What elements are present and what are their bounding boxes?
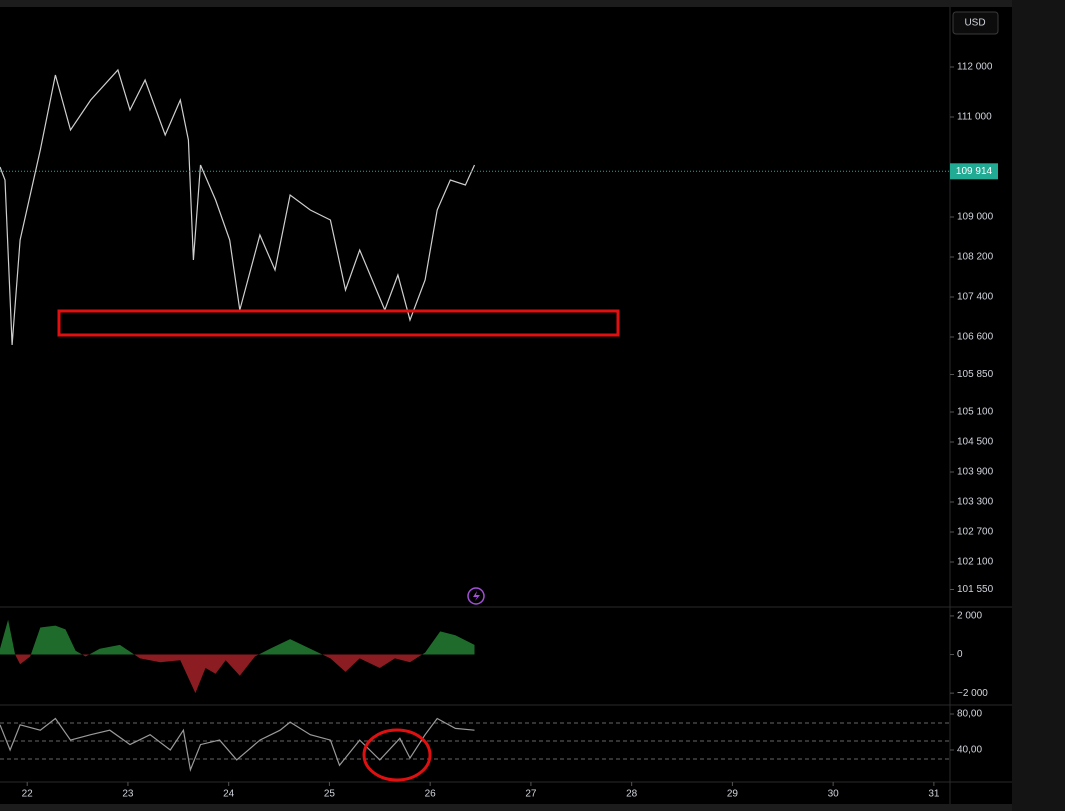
event-icon-bolt xyxy=(473,591,480,601)
x-tick-label: 24 xyxy=(223,789,235,800)
y-tick-label: 0 xyxy=(957,649,963,660)
y-tick-label: 103 300 xyxy=(957,497,994,508)
y-tick-label: 112 000 xyxy=(957,62,993,73)
y-tick-label: 109 000 xyxy=(957,212,994,223)
bottom-border xyxy=(0,804,1012,811)
currency-label: USD xyxy=(964,18,985,29)
x-tick-label: 25 xyxy=(324,789,336,800)
y-tick-label: 80,00 xyxy=(957,709,982,720)
y-tick-label: 111 000 xyxy=(957,112,992,123)
y-tick-label: 107 400 xyxy=(957,292,994,303)
x-tick-label: 31 xyxy=(928,789,940,800)
x-tick-label: 27 xyxy=(525,789,537,800)
zone-annotation xyxy=(57,309,620,337)
x-tick-label: 29 xyxy=(727,789,739,800)
circle-annotation xyxy=(362,728,432,782)
top-border xyxy=(0,0,1012,7)
y-tick-label: 104 500 xyxy=(957,437,994,448)
area-positive xyxy=(0,619,475,655)
y-tick-label: 40,00 xyxy=(957,745,982,756)
y-tick-label: 101 550 xyxy=(957,584,994,595)
x-tick-label: 28 xyxy=(626,789,638,800)
y-tick-label: 105 850 xyxy=(957,369,994,380)
price-line xyxy=(0,717,475,772)
last-price-label: 109 914 xyxy=(956,166,993,177)
x-tick-label: 23 xyxy=(122,789,134,800)
y-tick-label: 102 700 xyxy=(957,527,994,538)
y-tick-label: 2 000 xyxy=(957,611,982,622)
y-tick-label: 106 600 xyxy=(957,332,994,343)
last-price-box xyxy=(950,163,998,180)
y-tick-label: 108 200 xyxy=(957,252,994,263)
side-strip xyxy=(1012,0,1065,811)
x-tick-label: 22 xyxy=(22,789,34,800)
price-line xyxy=(0,68,476,346)
y-tick-label: −2 000 xyxy=(957,688,988,699)
event-icon[interactable] xyxy=(467,587,485,605)
x-tick-label: 26 xyxy=(425,789,437,800)
y-tick-label: 103 900 xyxy=(957,467,994,478)
y-tick-label: 105 100 xyxy=(957,407,994,418)
area-negative xyxy=(15,654,423,694)
x-tick-label: 30 xyxy=(828,789,840,800)
currency-button[interactable] xyxy=(952,11,999,35)
y-tick-label: 102 100 xyxy=(957,557,994,568)
